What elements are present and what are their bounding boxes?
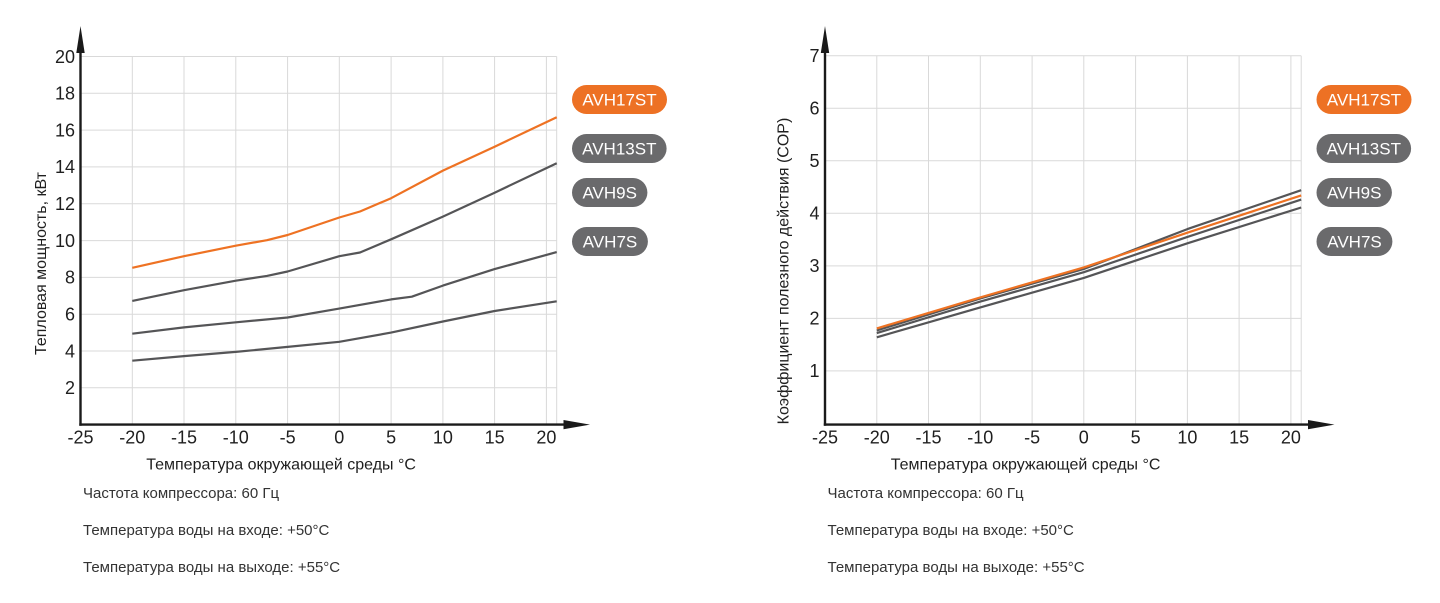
svg-text:AVH17ST: AVH17ST xyxy=(1327,91,1401,110)
svg-text:18: 18 xyxy=(55,84,75,104)
svg-text:2: 2 xyxy=(65,378,75,398)
svg-text:12: 12 xyxy=(55,194,75,214)
svg-text:AVH9S: AVH9S xyxy=(582,184,637,203)
svg-text:7: 7 xyxy=(809,46,819,66)
svg-text:AVH7S: AVH7S xyxy=(583,233,638,252)
svg-text:2: 2 xyxy=(809,309,819,329)
svg-text:3: 3 xyxy=(809,256,819,276)
svg-text:AVH13ST: AVH13ST xyxy=(1327,140,1401,159)
svg-text:Температура окружающей среды °: Температура окружающей среды °C xyxy=(146,457,416,474)
svg-text:5: 5 xyxy=(386,428,396,448)
svg-text:AVH9S: AVH9S xyxy=(1327,184,1382,203)
svg-text:-15: -15 xyxy=(171,428,197,448)
svg-text:0: 0 xyxy=(334,428,344,448)
svg-text:6: 6 xyxy=(809,99,819,119)
svg-text:Тепловая мощность, кВт: Тепловая мощность, кВт xyxy=(33,171,50,355)
svg-text:5: 5 xyxy=(1131,428,1141,448)
svg-text:Температура воды на выходе: +5: Температура воды на выходе: +55°C xyxy=(828,559,1085,576)
svg-text:AVH7S: AVH7S xyxy=(1327,233,1382,252)
svg-text:-5: -5 xyxy=(280,428,296,448)
svg-text:6: 6 xyxy=(65,305,75,325)
svg-text:1: 1 xyxy=(809,361,819,381)
svg-text:10: 10 xyxy=(433,428,453,448)
svg-text:AVH13ST: AVH13ST xyxy=(582,140,656,159)
svg-text:AVH17ST: AVH17ST xyxy=(582,91,656,110)
svg-text:10: 10 xyxy=(55,231,75,251)
svg-text:15: 15 xyxy=(1229,428,1249,448)
svg-text:Температура воды на входе: +50: Температура воды на входе: +50°C xyxy=(828,522,1075,539)
svg-text:14: 14 xyxy=(55,157,75,177)
svg-text:Температура окружающей среды °: Температура окружающей среды °C xyxy=(891,457,1161,474)
svg-text:-20: -20 xyxy=(119,428,145,448)
svg-text:-10: -10 xyxy=(223,428,249,448)
svg-text:Температура воды на входе: +50: Температура воды на входе: +50°C xyxy=(83,522,330,539)
svg-text:20: 20 xyxy=(1281,428,1301,448)
svg-text:-5: -5 xyxy=(1024,428,1040,448)
svg-text:20: 20 xyxy=(55,47,75,67)
svg-text:Частота компрессора: 60 Гц: Частота компрессора: 60 Гц xyxy=(828,485,1024,502)
svg-text:16: 16 xyxy=(55,120,75,140)
svg-text:0: 0 xyxy=(1079,428,1089,448)
svg-text:8: 8 xyxy=(65,268,75,288)
svg-text:15: 15 xyxy=(485,428,505,448)
svg-text:Коэффициент полезного действия: Коэффициент полезного действия (COP) xyxy=(776,118,793,425)
svg-text:10: 10 xyxy=(1177,428,1197,448)
svg-text:-25: -25 xyxy=(67,428,93,448)
svg-text:4: 4 xyxy=(65,341,75,361)
svg-text:Частота компрессора: 60 Гц: Частота компрессора: 60 Гц xyxy=(83,485,279,502)
svg-text:4: 4 xyxy=(809,204,819,224)
svg-text:20: 20 xyxy=(536,428,556,448)
svg-text:-20: -20 xyxy=(864,428,890,448)
svg-text:-10: -10 xyxy=(967,428,993,448)
svg-text:-15: -15 xyxy=(915,428,941,448)
svg-text:Температура воды на выходе: +5: Температура воды на выходе: +55°C xyxy=(83,559,340,576)
svg-text:5: 5 xyxy=(809,151,819,171)
svg-text:-25: -25 xyxy=(812,428,838,448)
